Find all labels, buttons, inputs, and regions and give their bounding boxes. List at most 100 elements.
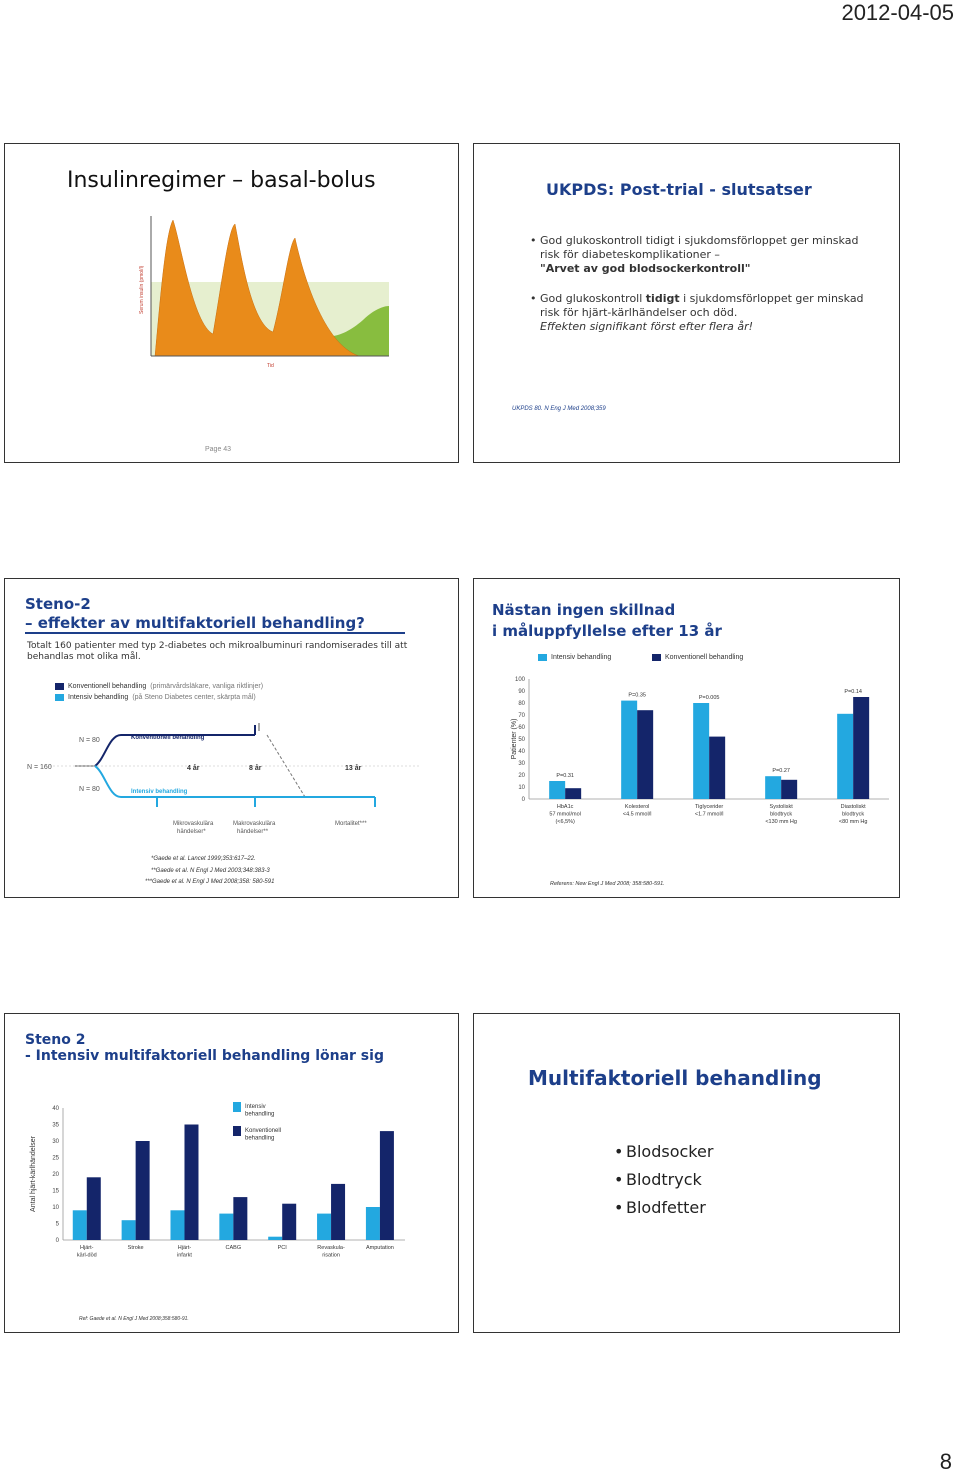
p-value-label: P=0.31: [556, 773, 574, 779]
title-underline: [25, 632, 405, 634]
y-tick-label: 5: [56, 1222, 60, 1228]
legend-label: Intensiv behandling: [68, 694, 129, 701]
y-tick-label: 10: [52, 1205, 59, 1211]
y-tick-label: 35: [52, 1123, 59, 1129]
y-tick-label: 40: [52, 1106, 59, 1112]
bar-conventional: [331, 1183, 346, 1240]
cardiovascular-events-bar-chart: 0 5 10 15 20 25 30 35 40 Hjärt-kärl-död Stroke Hjär…: [30, 1102, 405, 1259]
y-tick-label: 30: [518, 761, 525, 767]
year13-label: 13 år: [345, 764, 362, 772]
y-tick-label: 100: [515, 677, 526, 683]
x-tick-label: infarkt: [177, 1253, 192, 1259]
slide-title: UKPDS: Post-trial - slutsatser: [546, 180, 812, 199]
bullet-list: God glukoskontroll tidigt i sjukdomsförl…: [530, 234, 880, 350]
x-tick-label: HbA1c: [557, 804, 574, 810]
legend-label: Konventionell behandling: [665, 654, 744, 661]
legend-label: Intensiv: [245, 1104, 266, 1110]
y-tick-label: 10: [518, 785, 525, 791]
slide-steno2: Steno-2 – effekter av multifaktoriell be…: [4, 578, 459, 898]
year8-label: 8 år: [249, 764, 262, 772]
bar-intensive: [693, 703, 710, 799]
legend-intensive: Intensiv behandling (på Steno Diabetes c…: [55, 694, 256, 701]
y-tick-label: 90: [518, 689, 525, 695]
reference-2: **Gaede et al. N Engl J Med 2003;348:383…: [151, 868, 270, 874]
x-tick-label: Amputation: [366, 1245, 394, 1251]
slide-subtitle: - Intensiv multifaktoriell behandling lö…: [25, 1048, 384, 1064]
bar-conventional: [233, 1197, 248, 1240]
x-tick-label: Kolesterol: [625, 804, 649, 810]
outcome-macro-2: händelser**: [237, 829, 269, 835]
year4-label: 4 år: [187, 764, 200, 772]
slide-title: Insulinregimer – basal-bolus: [67, 168, 376, 193]
outcome-macro: Makrovaskulära: [233, 821, 276, 827]
bar-conventional: [853, 697, 870, 799]
legend-swatch: [55, 694, 64, 701]
legend-swatch: [538, 654, 547, 661]
conv-branch-label: Konventionell behandling: [131, 735, 205, 741]
legend-label: behandling: [245, 1136, 274, 1142]
legend-swatch: [233, 1102, 241, 1112]
insulin-curve-diagram: Serum insulin (pmol/l) Tid: [139, 216, 389, 369]
legend-label: Intensiv behandling: [551, 654, 612, 661]
x-tick-label: kärl-död: [77, 1253, 97, 1259]
legend-swatch: [233, 1126, 241, 1136]
x-tick-label: Diastoliskt: [841, 804, 867, 810]
outcome-micro-2: händelser*: [177, 829, 206, 835]
y-tick-label: 0: [522, 797, 526, 803]
bar-intensive: [72, 1210, 87, 1240]
n-total-label: N = 160: [27, 764, 52, 771]
bar-intensive: [268, 1236, 283, 1240]
x-tick-label: Systoliskt: [770, 804, 794, 810]
y-tick-label: 30: [52, 1139, 59, 1145]
legend-label: Konventionell behandling: [68, 683, 147, 690]
bullet-item: God glukoskontroll tidigt i sjukdomsförl…: [530, 234, 880, 276]
bullet-text: God glukoskontroll: [540, 292, 646, 305]
p-value-label: P=0.14: [844, 689, 862, 695]
slide-insulinregimer: Insulinregimer – basal-bolus Serum insul…: [4, 143, 459, 463]
y-axis-label: Patienter (%): [511, 719, 518, 760]
y-axis-label: Antal hjärt-kärlhändelser: [30, 1135, 37, 1212]
x-tick-label: blodtryck: [770, 812, 792, 818]
bar-intensive: [219, 1213, 234, 1240]
x-axis-label: Tid: [267, 363, 274, 369]
reference-1: *Gaede et al. Lancet 1999;353:617–22.: [151, 856, 256, 862]
bar-conventional: [86, 1177, 101, 1240]
bullet-text: God glukoskontroll tidigt i sjukdomsförl…: [540, 234, 859, 261]
x-tick-label: Revaskula-: [317, 1245, 345, 1251]
bar-intensive: [317, 1213, 332, 1240]
p-value-label: P=0.35: [628, 693, 646, 699]
bar-intensive: [765, 776, 782, 799]
bullet-list: Blodsocker Blodtryck Blodfetter: [614, 1138, 713, 1222]
legend-note: (primärvårdsläkare, vanliga riktlinjer): [150, 683, 264, 690]
reference: Referens: New Engl J Med 2008; 358:580-5…: [550, 881, 665, 887]
bullet-em: Effekten signifikant först efter flera å…: [540, 320, 754, 333]
slide-steno2-events: Steno 2 - Intensiv multifaktoriell behan…: [4, 1013, 459, 1333]
p-value-label: P=0.27: [772, 768, 790, 774]
bar-intensive: [121, 1220, 136, 1240]
slide-title: Steno-2: [25, 595, 91, 613]
bar-conventional: [709, 736, 726, 799]
slide-title: Multifaktoriell behandling: [528, 1066, 822, 1090]
n-int-label: N = 80: [79, 786, 100, 793]
slide-subtitle: – effekter av multifaktoriell behandling…: [25, 614, 365, 632]
legend-intensive: Intensiv behandling: [538, 654, 611, 661]
slide-subtitle: i måluppfyllelse efter 13 år: [492, 622, 722, 640]
x-tick-label: blodtryck: [842, 812, 864, 818]
slide-multifaktoriell: Multifaktoriell behandling Blodsocker Bl…: [473, 1013, 900, 1333]
intro-text: Totalt 160 patienter med typ 2-diabetes …: [27, 641, 408, 662]
x-tick-label: <80 mm Hg: [839, 819, 868, 825]
target-achievement-bar-chart: 0 10 20 30 40 50 60 70 80 90 100 HbA1c 57 mmol/mol(<…: [511, 677, 889, 825]
bullet-item: Blodtryck: [614, 1166, 713, 1194]
y-tick-label: 80: [518, 701, 525, 707]
y-tick-label: 70: [518, 713, 525, 719]
slide-ukpds: UKPDS: Post-trial - slutsatser God gluko…: [473, 143, 900, 463]
legend-swatch: [652, 654, 661, 661]
slide-title: Steno 2: [25, 1032, 86, 1048]
x-tick-label: CABG: [226, 1245, 242, 1251]
y-tick-label: 60: [518, 725, 525, 731]
x-tick-label: <130 mm Hg: [765, 819, 797, 825]
outcome-mortality: Mortalitet***: [335, 821, 367, 827]
bar-conventional: [565, 788, 582, 799]
header-date: 2012-04-05: [841, 0, 954, 25]
x-tick-label: PCI: [278, 1245, 288, 1251]
